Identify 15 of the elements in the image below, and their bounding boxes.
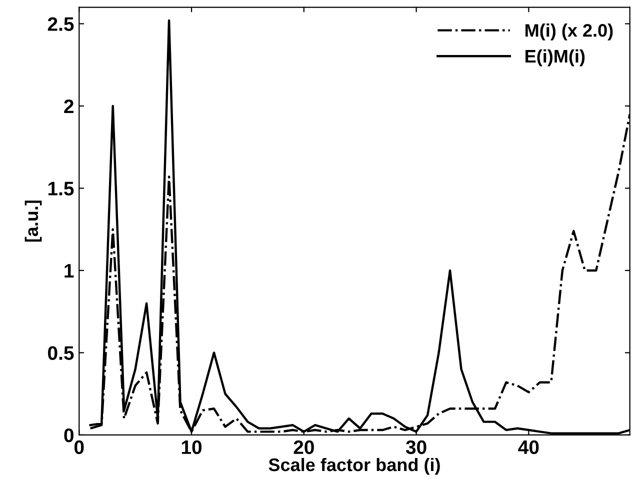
x-axis-title: Scale factor band (i) [268,458,440,475]
x-tick-label: 30 [406,440,426,454]
x-tick-label: 40 [518,440,539,454]
y-tick-label: 2 [64,99,74,114]
y-tick-label: 2.5 [48,17,74,31]
y-tick-label: 0.5 [48,346,74,360]
x-tick-label: 20 [294,440,314,454]
y-tick-label: 1.5 [48,182,74,196]
legend-label: M(i) (x 2.0) [526,24,613,40]
y-tick-label: 0 [64,428,74,442]
x-tick-label: 0 [74,440,84,454]
y-axis-title: [a.u.] [24,200,42,242]
x-tick-label: 10 [182,440,202,454]
legend-label: E(i)M(i) [526,49,585,66]
y-tick-label: 1 [64,264,74,278]
